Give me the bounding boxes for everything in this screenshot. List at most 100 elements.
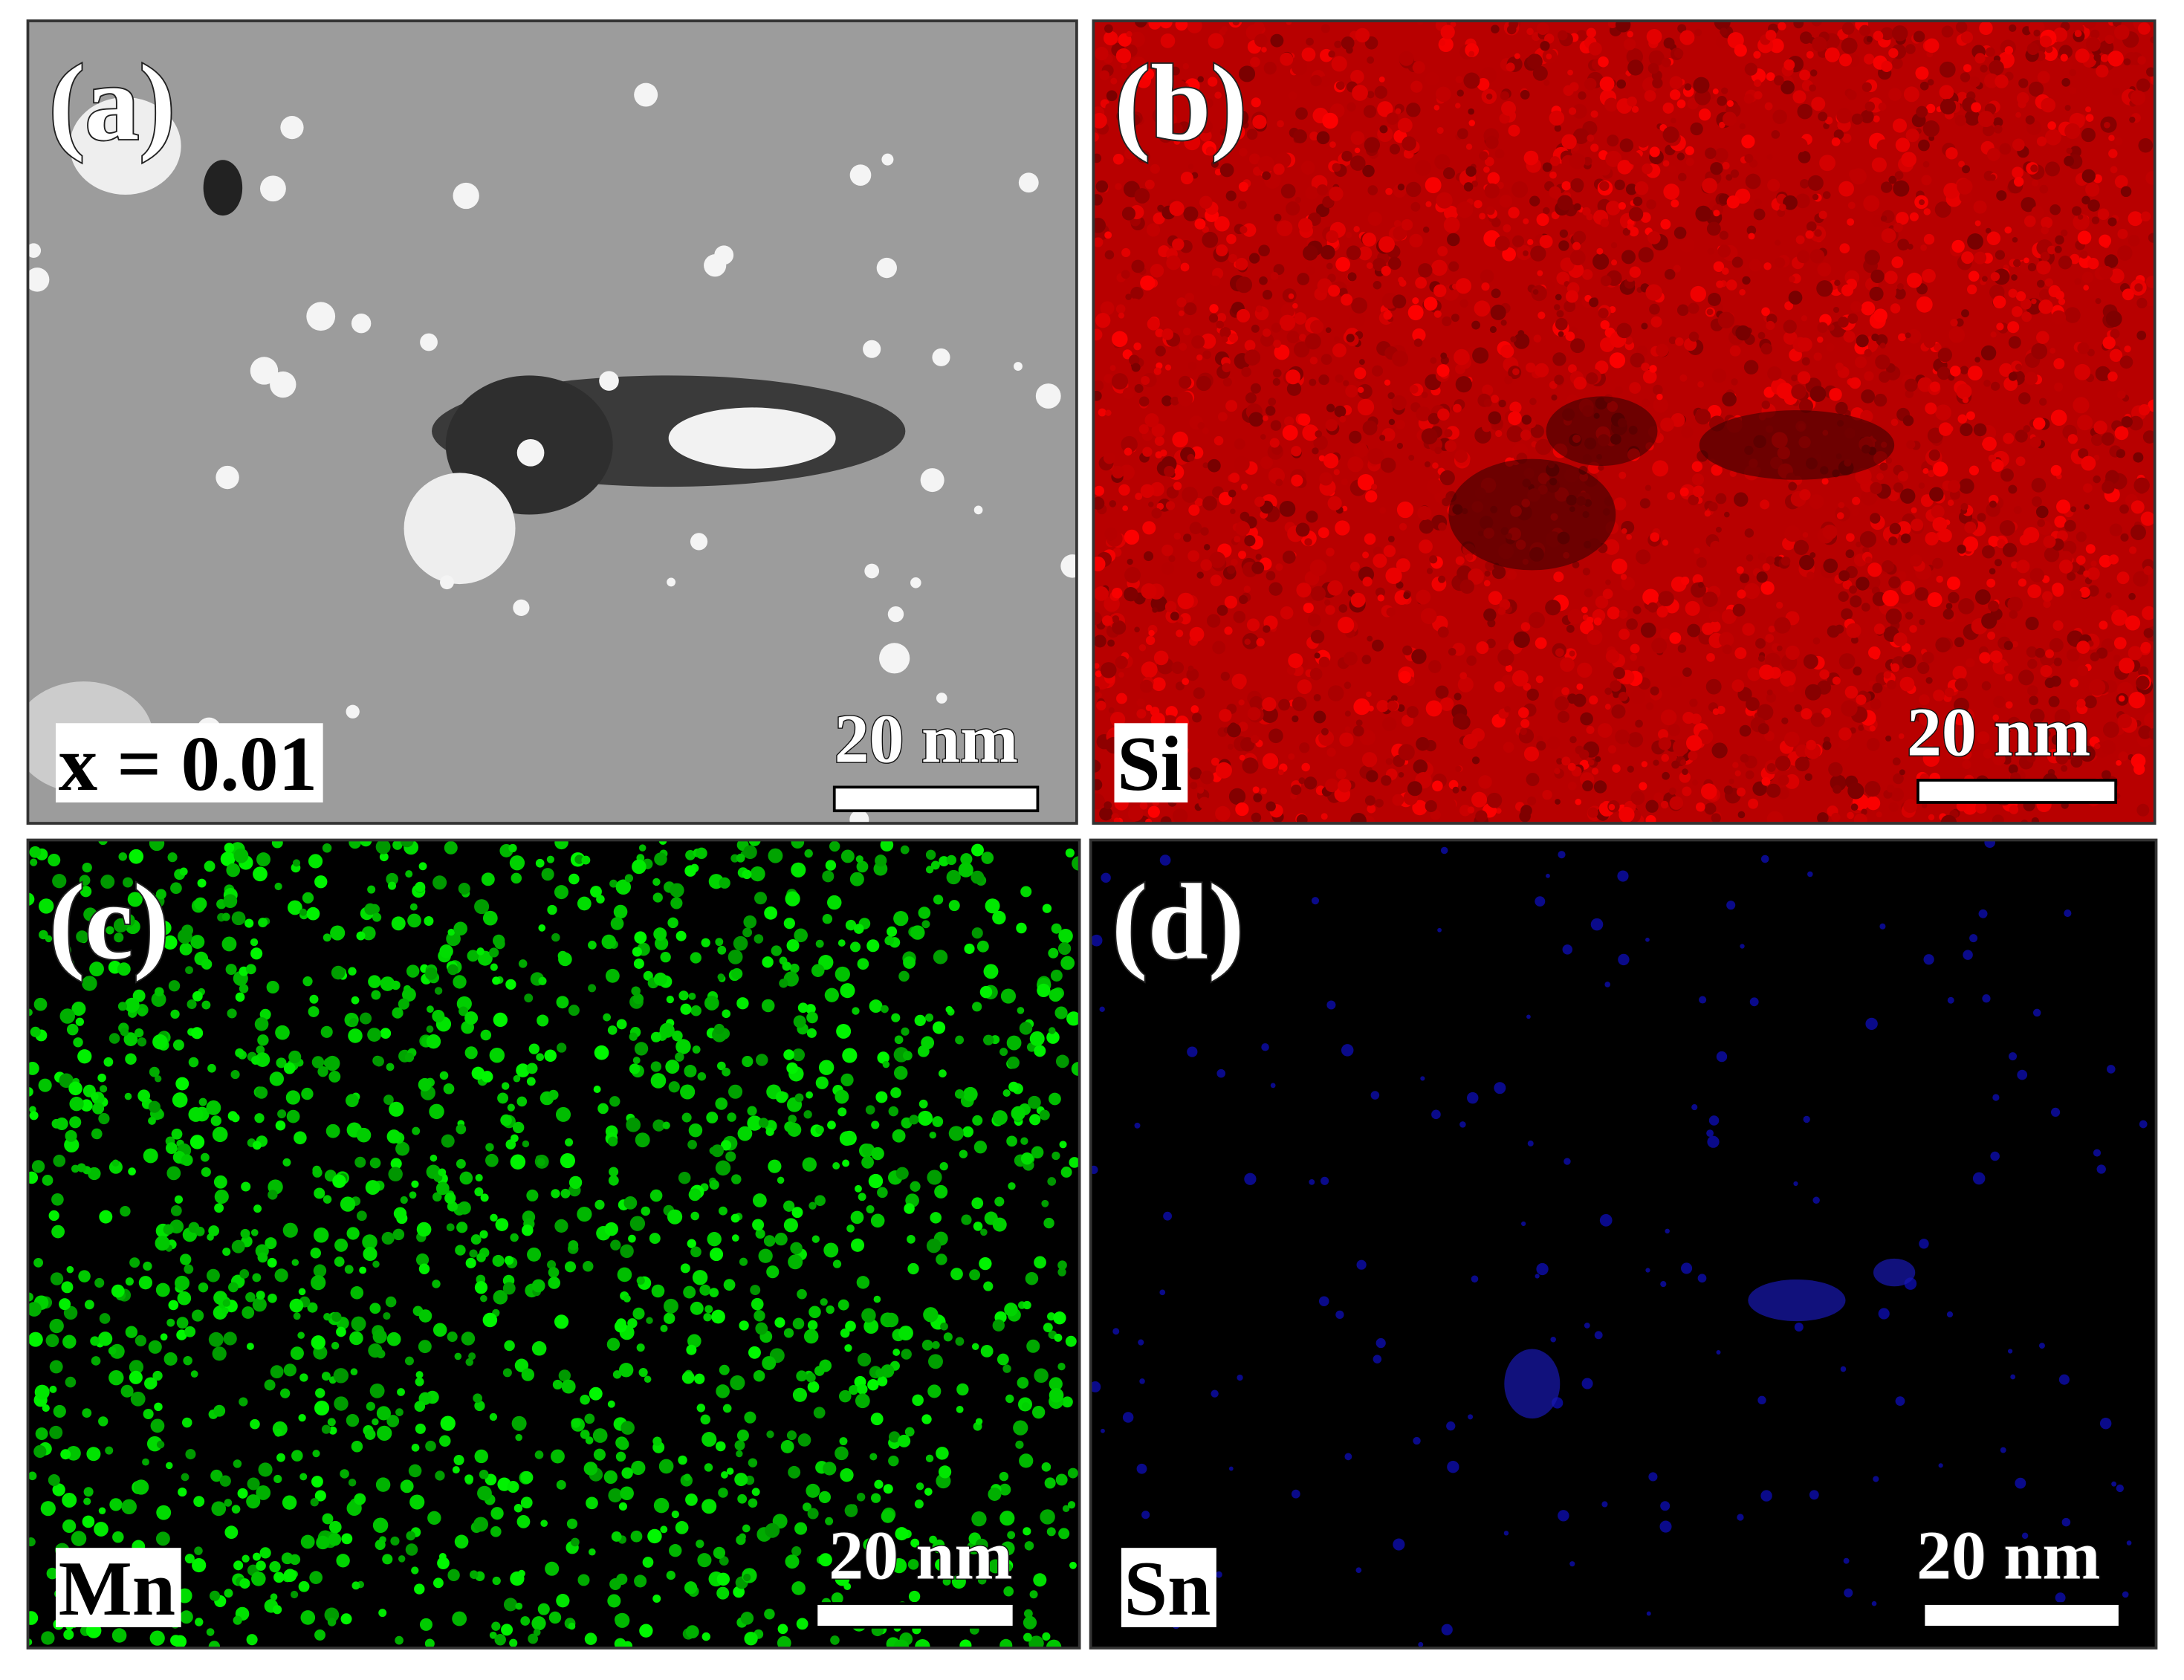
dot (818, 1060, 835, 1075)
dot (356, 1210, 367, 1222)
dot (1518, 707, 1529, 719)
dot (282, 1495, 297, 1510)
dot (1809, 84, 1817, 92)
dot (1838, 502, 1845, 509)
dot (2016, 560, 2030, 574)
dot (1767, 366, 1782, 381)
dot (1856, 334, 1869, 348)
dot (1847, 782, 1864, 800)
dot (1299, 742, 1310, 753)
dot (408, 1464, 422, 1478)
dot (1718, 632, 1734, 648)
dot (1286, 331, 1300, 344)
dot (768, 1159, 782, 1173)
dot (1272, 377, 1280, 386)
dot (62, 958, 75, 970)
dot (314, 1629, 325, 1641)
dot (351, 996, 360, 1005)
dot (700, 1414, 710, 1425)
dot (2036, 331, 2049, 344)
dot (415, 1377, 424, 1387)
dot (1100, 301, 1115, 316)
dot (1145, 704, 1153, 711)
dot (1104, 801, 1112, 810)
dot (1893, 482, 1904, 493)
dot (839, 1131, 855, 1147)
dot (2145, 171, 2155, 185)
dot (2104, 121, 2110, 129)
dot (1835, 401, 1848, 415)
dot (680, 1263, 690, 1274)
dot (244, 918, 254, 928)
dot (1543, 207, 1550, 215)
dot (1714, 148, 1728, 163)
dot (228, 1282, 239, 1293)
dot (1506, 62, 1515, 72)
dot (1633, 196, 1643, 207)
dot (2047, 245, 2056, 255)
dot (210, 1115, 221, 1126)
dot (1215, 762, 1232, 779)
dot (1892, 757, 1901, 766)
dot (1544, 280, 1555, 291)
dot (1783, 320, 1797, 334)
dot (1652, 77, 1663, 89)
dot (2107, 371, 2118, 382)
dot (2130, 525, 2146, 540)
dot (1397, 117, 1413, 133)
dot (27, 892, 35, 906)
dot (912, 1394, 924, 1407)
dot (748, 840, 761, 846)
dot (2070, 678, 2079, 688)
dot (213, 1175, 227, 1189)
dot (1258, 244, 1270, 256)
dot (1430, 809, 1441, 820)
dot (1385, 758, 1393, 765)
dot (1590, 143, 1599, 152)
particle (250, 357, 279, 385)
dot (1337, 616, 1355, 634)
dot (1406, 103, 1421, 117)
dot (545, 1561, 560, 1576)
dot (1180, 172, 1193, 185)
dot (88, 1167, 101, 1181)
dot (1617, 160, 1633, 175)
dot (1668, 787, 1676, 795)
dot (1584, 588, 1593, 597)
dot (330, 925, 346, 941)
dot (1899, 676, 1915, 692)
dot (1734, 44, 1747, 57)
dot (571, 1537, 580, 1547)
dot (1935, 404, 1951, 421)
dot (666, 995, 674, 1004)
dot (1450, 21, 1456, 27)
dot (1783, 59, 1795, 71)
dot (2117, 228, 2128, 239)
dot (2123, 58, 2131, 66)
dot (1697, 380, 1704, 388)
dot (754, 934, 764, 944)
dot (1501, 675, 1514, 688)
dot (2143, 565, 2153, 575)
dot (1788, 291, 1803, 305)
dot (123, 877, 133, 888)
dot (2102, 481, 2115, 494)
dot (1054, 1333, 1063, 1342)
dot (1652, 460, 1669, 477)
dot (1307, 613, 1321, 627)
dot (63, 1629, 74, 1640)
dot (1593, 617, 1602, 626)
dot (1046, 1031, 1060, 1044)
particle (1035, 383, 1061, 409)
dot (27, 1302, 42, 1317)
dot (1412, 800, 1428, 816)
dot (1302, 424, 1319, 441)
dot (1565, 331, 1575, 341)
dot (1861, 389, 1876, 403)
dot (2101, 770, 2111, 780)
dot (631, 1460, 646, 1476)
dot (590, 886, 602, 898)
dot (283, 1569, 297, 1583)
dot (1736, 566, 1744, 574)
dot (2136, 803, 2150, 817)
